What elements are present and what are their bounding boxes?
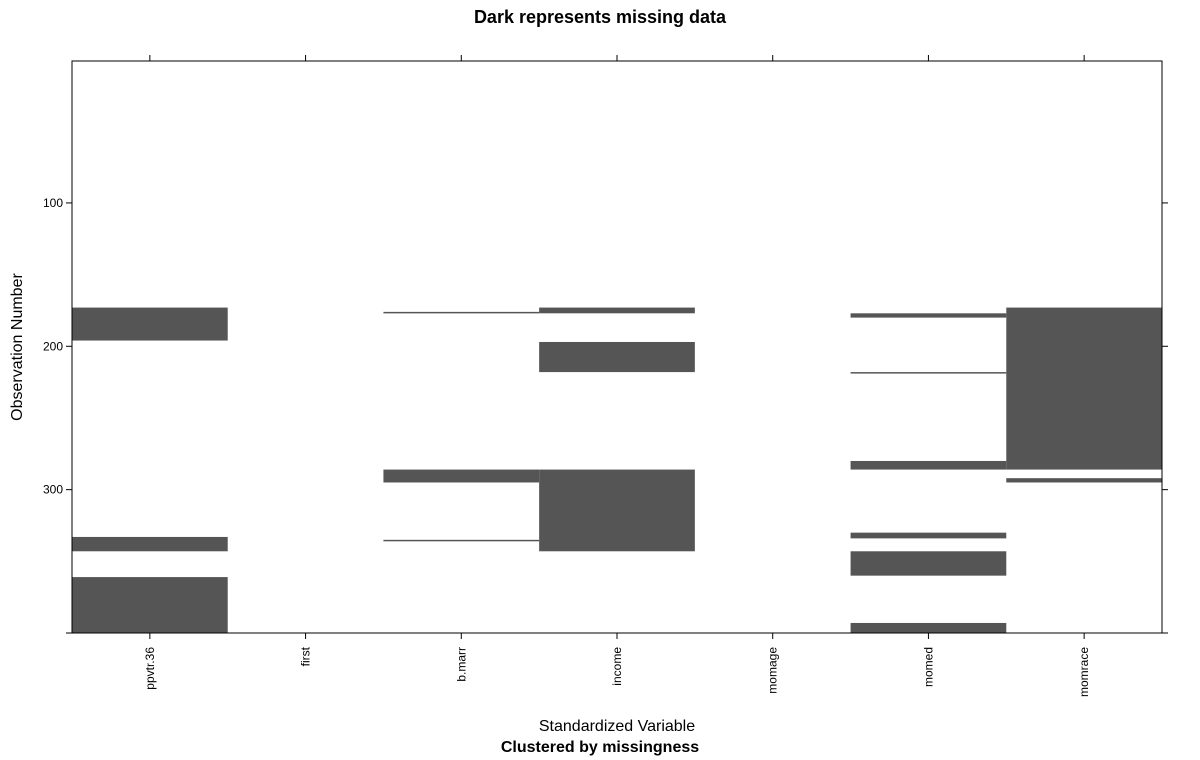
x-tick-label-income: income (610, 647, 624, 686)
missing-block-ppvtr-36-2 (72, 577, 228, 633)
missing-block-b-marr-2 (383, 539, 540, 542)
missing-block-momrace-0 (1006, 307, 1162, 470)
missing-block-b-marr-0 (383, 311, 540, 314)
x-tick-label-momage: momage (766, 647, 780, 694)
missing-block-ppvtr-36-1 (72, 536, 228, 552)
y-tick-label-100: 100 (43, 196, 63, 210)
y-tick-label-300: 300 (43, 483, 63, 497)
missing-block-momed-0 (850, 313, 1007, 318)
x-tick-label-momed: momed (921, 647, 935, 687)
x-tick-label-first: first (299, 646, 313, 666)
missing-block-income-2 (539, 469, 695, 552)
missing-block-momed-3 (850, 532, 1007, 539)
missing-block-b-marr-1 (383, 469, 540, 483)
x-tick-label-ppvtr-36: ppvtr.36 (143, 647, 157, 690)
x-axis-label: Standardized Variable (539, 718, 695, 735)
missing-block-momed-4 (850, 551, 1007, 576)
missing-block-ppvtr-36-0 (72, 307, 228, 341)
chart-subtitle: Clustered by missingness (501, 739, 699, 756)
x-tick-label-b-marr: b.marr (454, 647, 468, 682)
missing-block-momed-2 (850, 460, 1007, 470)
chart-title: Dark represents missing data (474, 7, 727, 27)
y-tick-label-200: 200 (43, 339, 63, 353)
missing-block-income-0 (539, 307, 695, 314)
missing-block-momed-5 (850, 622, 1007, 633)
x-tick-label-momrace: momrace (1077, 647, 1091, 697)
missing-block-momrace-1 (1006, 478, 1162, 483)
y-axis-label: Observation Number (9, 273, 26, 421)
missing-block-income-1 (539, 341, 695, 373)
missing-block-momed-1 (850, 372, 1007, 374)
